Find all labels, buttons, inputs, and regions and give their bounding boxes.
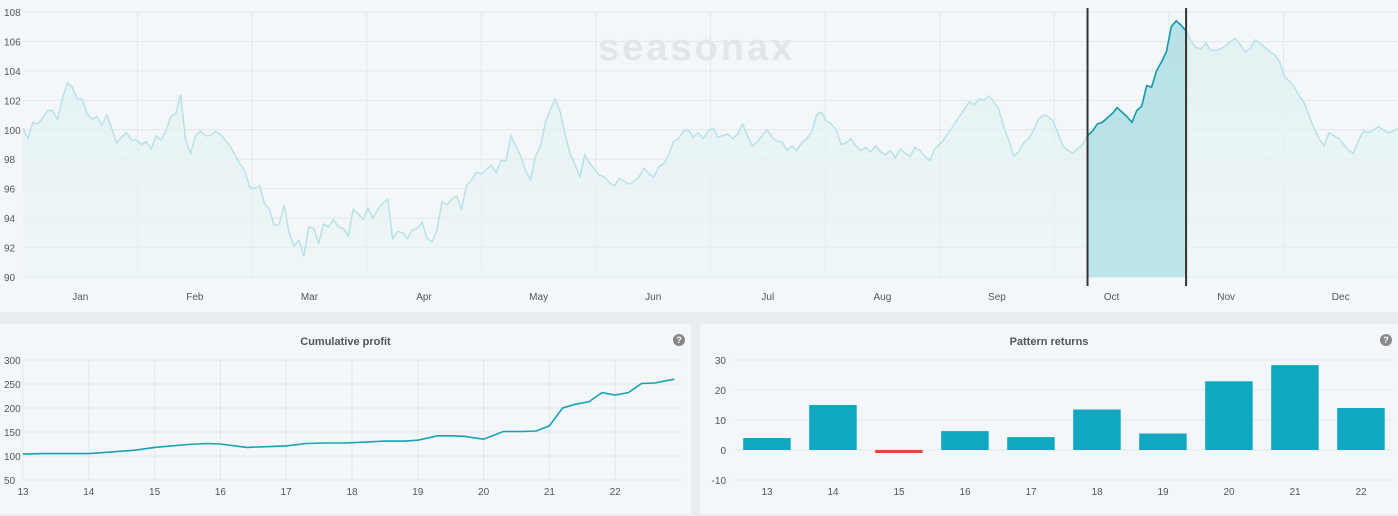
x-tick-label: 16 (215, 487, 227, 498)
y-tick-label: 250 (4, 380, 21, 391)
month-tick-label: Sep (988, 292, 1006, 303)
x-tick-label: 14 (83, 487, 95, 498)
x-tick-label: 17 (281, 487, 293, 498)
x-tick-label: 20 (478, 487, 490, 498)
cumulative-profit-panel: Cumulative profit ? 50 100 150 200 250 300 13… (0, 324, 691, 514)
y-tick-label: 98 (4, 155, 16, 166)
y-tick-label: 0 (720, 446, 726, 457)
pattern-returns-panel: Pattern returns ? -10 0 10 20 30 13 14 15 16 17 1… (700, 324, 1398, 514)
return-bar[interactable] (809, 405, 857, 450)
y-tick-label: 96 (4, 185, 16, 196)
x-tick-label: 16 (959, 487, 971, 498)
x-tick-label: 15 (893, 487, 905, 498)
month-tick-label: May (529, 292, 548, 303)
y-tick-label: 100 (4, 126, 21, 137)
y-tick-label: 108 (4, 8, 21, 19)
month-tick-label: Feb (186, 292, 204, 303)
watermark-logo: seasonax (598, 27, 795, 69)
x-tick-label: 13 (17, 487, 29, 498)
y-tick-label: 30 (715, 356, 727, 367)
y-tick-label: 50 (4, 476, 16, 487)
x-tick-label: 20 (1223, 487, 1235, 498)
y-tick-label: -10 (712, 476, 727, 487)
seasonal-chart[interactable]: seasonax 90 92 94 96 98 100 102 104 106 108 Jan Fe… (0, 0, 1398, 312)
cumulative-profit-chart[interactable]: 50 100 150 200 250 300 13 14 15 16 17 18 19 20 21 22 (0, 324, 691, 514)
seasonal-area (23, 20, 1398, 278)
x-tick-label: 13 (761, 487, 773, 498)
x-tick-label: 14 (827, 487, 839, 498)
return-bar[interactable] (1337, 408, 1385, 450)
y-tick-label: 150 (4, 428, 21, 439)
return-bar[interactable] (743, 438, 791, 450)
y-tick-label: 106 (4, 37, 21, 48)
month-tick-label: Oct (1104, 292, 1120, 303)
month-tick-label: Jul (761, 292, 774, 303)
x-tick-label: 17 (1025, 487, 1037, 498)
pattern-returns-help-icon[interactable]: ? (1380, 334, 1392, 346)
x-tick-label: 19 (1157, 487, 1169, 498)
y-tick-label: 10 (715, 416, 727, 427)
y-tick-label: 20 (715, 386, 727, 397)
y-tick-label: 300 (4, 356, 21, 367)
month-tick-label: Aug (873, 292, 891, 303)
x-tick-label: 22 (610, 487, 622, 498)
x-tick-label: 22 (1355, 487, 1367, 498)
cumulative-profit-title: Cumulative profit (300, 336, 391, 348)
return-bar[interactable] (1073, 409, 1121, 451)
pattern-returns-title: Pattern returns (1009, 336, 1089, 348)
highlight-area (1087, 20, 1187, 278)
x-tick-label: 21 (544, 487, 556, 498)
y-tick-label: 100 (4, 452, 21, 463)
month-tick-label: Jan (72, 292, 88, 303)
return-bar[interactable] (1007, 437, 1055, 450)
y-tick-label: 92 (4, 244, 16, 255)
cumulative-profit-help-icon[interactable]: ? (673, 334, 685, 346)
y-tick-label: 90 (4, 273, 16, 284)
x-tick-label: 21 (1289, 487, 1301, 498)
return-bar[interactable] (941, 431, 989, 450)
highlight-line (1086, 19, 1187, 137)
month-tick-label: Apr (416, 292, 432, 303)
x-tick-label: 18 (1091, 487, 1103, 498)
x-tick-label: 15 (149, 487, 161, 498)
cumulative-profit-line (22, 378, 675, 455)
x-tick-label: 19 (412, 487, 424, 498)
return-bar[interactable] (1139, 433, 1187, 451)
y-tick-label: 94 (4, 214, 16, 225)
y-tick-label: 200 (4, 404, 21, 415)
month-tick-label: Jun (645, 292, 661, 303)
month-tick-label: Nov (1217, 292, 1235, 303)
pattern-returns-chart[interactable]: -10 0 10 20 30 13 14 15 16 17 18 19 20 21 22 (700, 324, 1398, 514)
return-bar[interactable] (1205, 381, 1253, 450)
y-tick-label: 102 (4, 96, 21, 107)
return-bar[interactable] (1271, 365, 1319, 450)
return-bar[interactable] (875, 450, 923, 453)
seasonal-chart-panel: seasonax 90 92 94 96 98 100 102 104 106 108 Jan Fe… (0, 0, 1398, 312)
x-tick-label: 18 (346, 487, 358, 498)
month-tick-label: Dec (1332, 292, 1350, 303)
month-tick-label: Mar (301, 292, 319, 303)
y-tick-label: 104 (4, 67, 21, 78)
